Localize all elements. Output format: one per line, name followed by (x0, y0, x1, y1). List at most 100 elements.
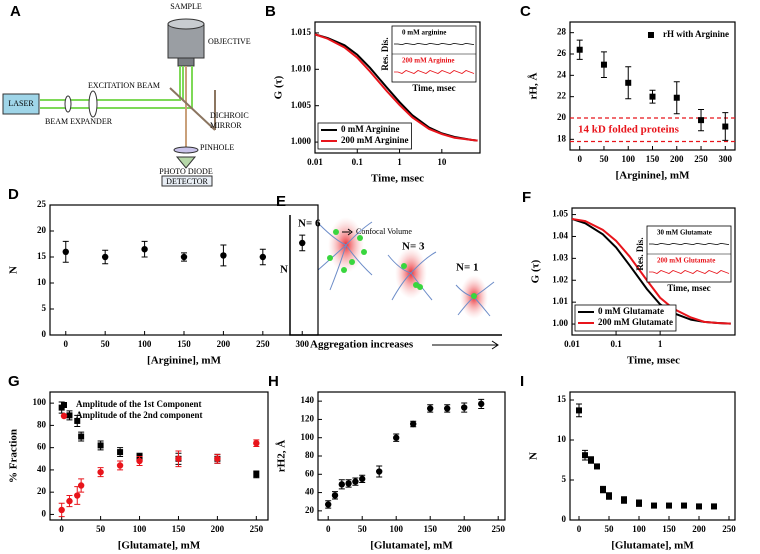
marker (66, 412, 73, 419)
marker (77, 482, 85, 489)
marker (427, 405, 434, 412)
legend-swatch (60, 412, 68, 420)
x-tick-label: 200 (457, 524, 471, 534)
y-tick-label: 100 (301, 432, 315, 442)
marker (345, 480, 352, 487)
y-axis-label: N (528, 452, 540, 460)
x-tick-label: 150 (646, 154, 660, 164)
y-tick-label: 5 (562, 474, 567, 484)
marker (393, 434, 400, 441)
marker (331, 492, 339, 499)
y-tick-label: 1.02 (552, 274, 568, 284)
marker (97, 442, 104, 449)
y-tick-label: 1.03 (552, 252, 568, 262)
label: PINHOLE (200, 143, 234, 152)
y-tick-label: 60 (305, 468, 315, 478)
line (571, 217, 731, 325)
legend-label: 0 mM Glutamate (598, 306, 664, 316)
marker (600, 61, 607, 68)
marker (116, 462, 124, 469)
y-tick-label: 120 (301, 413, 315, 423)
x-tick-label: 250 (491, 524, 505, 534)
x-tick-label: 50 (96, 524, 106, 534)
marker (136, 457, 143, 465)
legend-label: Amplitude of the 1st Component (76, 399, 202, 409)
y-tick-label: 1.04 (552, 231, 568, 241)
x-tick-label: 150 (177, 339, 191, 349)
marker (338, 481, 345, 488)
label: Aggregation increases (310, 339, 414, 351)
marker (74, 492, 81, 499)
marker (621, 497, 627, 503)
pinhole (173, 146, 199, 154)
label: N= 1 (456, 262, 478, 274)
marker (220, 252, 227, 259)
line (314, 33, 478, 142)
panel-letter: I (520, 373, 524, 390)
lens (64, 95, 72, 113)
y-tick-label: 0 (562, 514, 567, 524)
x-axis-label: [Glutamate], mM (611, 540, 694, 552)
y-tick-label: 10 (557, 434, 567, 444)
y-axis-label: % Fraction (8, 429, 20, 483)
y-tick-label: 40 (37, 464, 47, 474)
y-tick-label: 26 (557, 48, 567, 58)
y-tick-label: 60 (37, 442, 47, 452)
label: SAMPLE (170, 2, 202, 11)
x-tick-label: 250 (694, 154, 708, 164)
marker (606, 493, 612, 499)
marker (696, 503, 702, 510)
panel-letter: E (276, 193, 286, 210)
y-axis-label: N (8, 266, 20, 274)
label: DETECTOR (166, 177, 208, 186)
y-tick-label: 15 (37, 251, 47, 261)
marker (711, 503, 717, 510)
marker (651, 502, 657, 509)
x-tick-label: 100 (133, 524, 147, 534)
x-tick-label: 0.1 (610, 339, 622, 349)
marker (175, 455, 182, 462)
x-tick-label: 300 (295, 339, 309, 349)
marker (722, 123, 729, 130)
plot-frame (569, 391, 736, 521)
marker (636, 500, 642, 507)
photo-diode (175, 156, 197, 169)
marker (214, 455, 221, 462)
detector-box (161, 175, 213, 187)
marker (588, 457, 594, 463)
x-axis-label: [Glutamate], mM (370, 540, 453, 552)
marker (410, 420, 417, 428)
label: PHOTO DIODE (159, 167, 213, 176)
x-tick-label: 200 (217, 339, 231, 349)
marker (74, 417, 81, 424)
y-tick-label: 15 (557, 394, 567, 404)
x-tick-label: 0 (577, 154, 582, 164)
y-tick-label: 1.000 (291, 136, 312, 146)
strands (317, 221, 495, 317)
marker (180, 253, 188, 261)
x-tick-label: 250 (250, 524, 264, 534)
y-tick-label: 1.010 (291, 63, 312, 73)
x-tick-label: 200 (670, 154, 684, 164)
x-tick-label: 50 (358, 524, 368, 534)
y-tick-label: 1.00 (552, 318, 568, 328)
inset-label: 30 mM Glutamate (657, 229, 712, 237)
x-axis-label: [Arginine], mM (147, 355, 222, 367)
inset-residual (649, 270, 730, 274)
x-axis-label: Time, msec (627, 355, 680, 367)
marker (299, 239, 306, 247)
x-tick-label: 1 (397, 157, 402, 167)
marker (78, 433, 85, 440)
marker (359, 475, 366, 483)
laser-box (2, 93, 40, 115)
label: DICHROIC (210, 111, 249, 120)
label: BEAM EXPANDER (45, 117, 113, 126)
marker (673, 94, 680, 101)
optics-diagram: A SAMPLE OBJECTIVE EXCITATION BEAM LASER… (2, 2, 251, 187)
y-tick-label: 28 (557, 27, 567, 37)
label: N= 6 (298, 218, 321, 230)
dichroic-mirror (169, 87, 216, 131)
panel-letter: B (265, 3, 276, 20)
x-tick-label: 200 (211, 524, 225, 534)
